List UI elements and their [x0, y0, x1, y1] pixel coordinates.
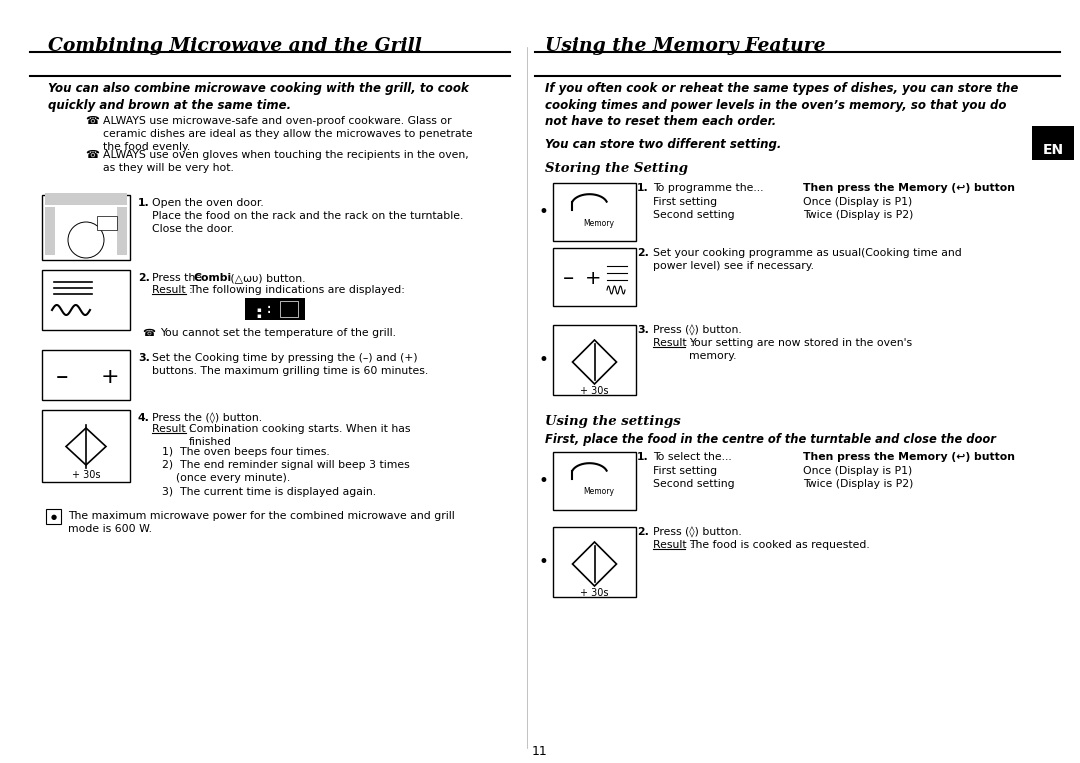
Text: 1.: 1.	[138, 198, 150, 208]
Text: ☎: ☎	[85, 150, 99, 160]
Text: First setting: First setting	[653, 197, 717, 207]
Text: •: •	[538, 203, 548, 221]
Text: Memory: Memory	[583, 218, 615, 227]
Polygon shape	[572, 340, 617, 384]
Text: –: –	[564, 268, 575, 288]
Text: Using the Memory Feature: Using the Memory Feature	[545, 37, 825, 55]
Bar	[97, 216, 117, 230]
Polygon shape	[66, 428, 106, 465]
Text: Set the Cooking time by pressing the (–) and (+)
buttons. The maximum grilling t: Set the Cooking time by pressing the (–)…	[152, 353, 429, 376]
Text: The following indications are displayed:: The following indications are displayed:	[189, 285, 405, 295]
Text: First, place the food in the centre of the turntable and close the door: First, place the food in the centre of t…	[545, 433, 996, 446]
Text: Once (Display is P1): Once (Display is P1)	[804, 197, 913, 207]
Text: + 30s: + 30s	[580, 386, 609, 396]
Text: +: +	[584, 269, 602, 288]
Bar	[245, 298, 305, 320]
Text: Combining Microwave and the Grill: Combining Microwave and the Grill	[48, 37, 422, 55]
Text: •: •	[538, 351, 548, 369]
Circle shape	[68, 222, 104, 258]
Text: The maximum microwave power for the combined microwave and grill
mode is 600 W.: The maximum microwave power for the comb…	[68, 511, 455, 534]
Text: EN: EN	[1042, 143, 1064, 157]
Text: Press (◊) button.: Press (◊) button.	[653, 325, 742, 336]
Bar	[553, 325, 636, 395]
Text: 1)  The oven beeps four times.
2)  The end reminder signal will beep 3 times
   : 1) The oven beeps four times. 2) The end…	[162, 447, 409, 497]
Text: The food is cooked as requested.: The food is cooked as requested.	[689, 540, 869, 550]
Bar	[553, 183, 636, 241]
Text: 2.: 2.	[637, 248, 649, 258]
Text: Once (Display is P1): Once (Display is P1)	[804, 466, 913, 476]
Text: (△ωυ) button.: (△ωυ) button.	[227, 273, 306, 283]
Text: 3.: 3.	[637, 325, 649, 335]
Text: 4.: 4.	[138, 413, 150, 423]
Text: Result :: Result :	[653, 338, 693, 348]
Text: ALWAYS use microwave-safe and oven-proof cookware. Glass or
ceramic dishes are i: ALWAYS use microwave-safe and oven-proof…	[103, 116, 473, 152]
Bar	[280, 301, 298, 317]
Text: 2.: 2.	[637, 527, 649, 537]
Text: Result :: Result :	[653, 540, 693, 550]
Text: 2.: 2.	[138, 273, 150, 283]
Text: Second setting: Second setting	[653, 210, 734, 220]
Bar	[46, 509, 60, 524]
Text: Press the (◊) button.: Press the (◊) button.	[152, 413, 262, 424]
Text: You can store two different setting.: You can store two different setting.	[545, 138, 781, 151]
Text: + 30s: + 30s	[71, 470, 100, 480]
Text: Result :: Result :	[152, 285, 192, 295]
Bar	[45, 207, 55, 255]
Text: Press the: Press the	[152, 273, 205, 283]
Text: Using the settings: Using the settings	[545, 415, 680, 428]
Text: To select the...: To select the...	[653, 452, 732, 462]
Text: You cannot set the temperature of the grill.: You cannot set the temperature of the gr…	[160, 328, 396, 338]
Text: •: •	[538, 472, 548, 490]
Bar	[553, 527, 636, 597]
Text: Twice (Display is P2): Twice (Display is P2)	[804, 479, 914, 489]
Text: ▪: ▪	[257, 313, 261, 319]
Text: ALWAYS use oven gloves when touching the recipients in the oven,
as they will be: ALWAYS use oven gloves when touching the…	[103, 150, 469, 172]
Text: Combi: Combi	[194, 273, 232, 283]
Text: Memory: Memory	[583, 488, 615, 497]
Bar	[45, 193, 127, 205]
Text: –: –	[56, 365, 68, 389]
Text: 3.: 3.	[138, 353, 150, 363]
Text: Press (◊) button.: Press (◊) button.	[653, 527, 742, 539]
Text: Open the oven door.
Place the food on the rack and the rack on the turntable.
Cl: Open the oven door. Place the food on th…	[152, 198, 463, 233]
Text: Your setting are now stored in the oven's
memory.: Your setting are now stored in the oven'…	[689, 338, 913, 361]
Text: 1.: 1.	[637, 183, 649, 193]
Bar	[1032, 126, 1074, 160]
Bar	[553, 452, 636, 510]
Polygon shape	[572, 542, 617, 586]
Text: Set your cooking programme as usual(Cooking time and
power level) see if necessa: Set your cooking programme as usual(Cook…	[653, 248, 962, 271]
Text: Second setting: Second setting	[653, 479, 734, 489]
Text: ☎: ☎	[141, 328, 154, 338]
Bar	[42, 270, 130, 330]
Text: •: •	[538, 553, 548, 571]
Text: Twice (Display is P2): Twice (Display is P2)	[804, 210, 914, 220]
Text: :: :	[265, 302, 273, 316]
Text: Then press the Memory (↩) button: Then press the Memory (↩) button	[804, 452, 1015, 462]
Bar	[42, 410, 130, 482]
Text: Combination cooking starts. When it has
finished: Combination cooking starts. When it has …	[189, 424, 410, 447]
Text: To programme the...: To programme the...	[653, 183, 764, 193]
Text: You can also combine microwave cooking with the grill, to cook
quickly and brown: You can also combine microwave cooking w…	[48, 82, 469, 111]
Bar	[117, 207, 127, 255]
Text: Storing the Setting: Storing the Setting	[545, 162, 688, 175]
Bar	[42, 350, 130, 400]
Text: 1.: 1.	[637, 452, 649, 462]
Text: Result :: Result :	[152, 424, 192, 434]
Text: ▪: ▪	[257, 307, 261, 313]
Text: +: +	[100, 367, 119, 387]
Text: ●: ●	[51, 514, 56, 520]
Text: + 30s: + 30s	[580, 588, 609, 598]
Text: First setting: First setting	[653, 466, 717, 476]
Text: ☎: ☎	[85, 116, 99, 126]
Text: Then press the Memory (↩) button: Then press the Memory (↩) button	[804, 183, 1015, 193]
Text: If you often cook or reheat the same types of dishes, you can store the
cooking : If you often cook or reheat the same typ…	[545, 82, 1018, 128]
Text: 11: 11	[532, 745, 548, 758]
Bar	[553, 248, 636, 306]
Bar	[42, 195, 130, 260]
